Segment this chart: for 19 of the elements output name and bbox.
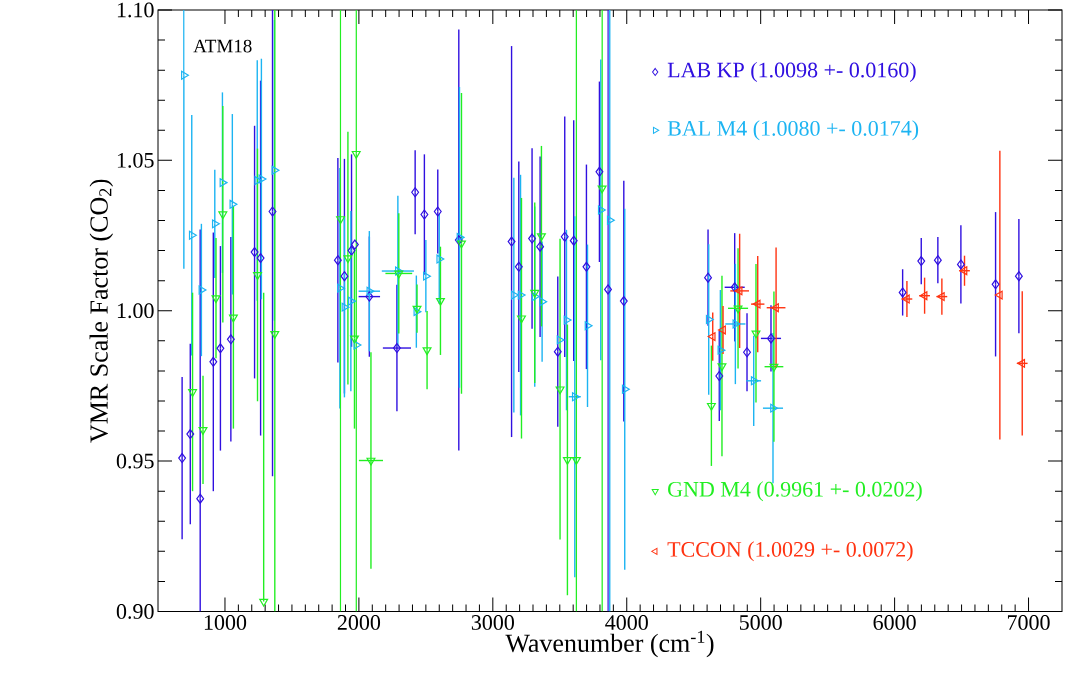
x-tick-label: 3000 (471, 615, 514, 630)
x-tick-label: 7000 (1007, 615, 1050, 630)
x-tick-label: 6000 (873, 615, 916, 630)
y-tick-label: 1.00 (117, 303, 154, 319)
y-axis-title: VMR Scale Factor (CO$_{2}$) (89, 179, 114, 443)
x-axis-title: Wavenumber (cm$^{-1}$) (505, 630, 714, 658)
x-tick-label: 2000 (337, 615, 381, 630)
legend-label: BAL M4 (1.0080 +- 0.0174) (667, 120, 919, 141)
legend-label: LAB KP (1.0098 +- 0.0160) (667, 61, 916, 82)
legend-label: TCCON (1.0029 +- 0.0072) (667, 541, 913, 562)
y-tick-label: 0.90 (116, 604, 154, 619)
x-tick-label: 1000 (204, 615, 247, 630)
y-tick-label: 1.05 (117, 152, 154, 168)
y-tick-label: 0.95 (116, 453, 154, 469)
annotation: ATM18 (193, 39, 252, 53)
legend-label: GND M4 (0.9961 +- 0.0202) (668, 481, 922, 502)
y-tick-label: 1.10 (117, 2, 154, 18)
x-tick-label: 4000 (605, 615, 648, 630)
x-tick-label: 5000 (739, 615, 782, 630)
